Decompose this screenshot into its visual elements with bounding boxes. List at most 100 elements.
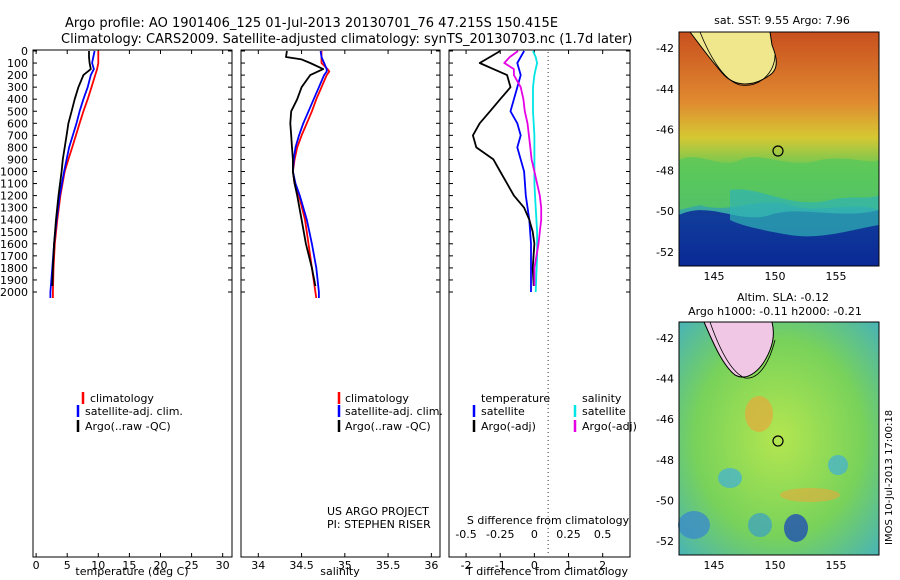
legend-label: satellite [481, 405, 525, 418]
x-tick-label: 5 [64, 559, 71, 572]
x-tick-label: 25 [185, 559, 199, 572]
header-line-1: Argo profile: AO 1901406_125 01-Jul-2013… [65, 16, 558, 31]
depth-tick-label: 2000 [0, 286, 28, 299]
series-line-t-argo-adj- [471, 50, 536, 287]
legend-title-temperature: temperature [481, 392, 550, 405]
depth-tick-label: 300 [7, 81, 28, 94]
sla-anomaly [748, 513, 772, 537]
sla-map-frame [678, 321, 880, 556]
difference-x-tick-labels: -2 -1 0 1 2 [461, 559, 607, 572]
depth-tick-label: 1700 [0, 250, 28, 263]
series-line-climatology [291, 51, 331, 299]
imos-watermark: IMOS 10-Jul-2013 17:00:18 [884, 410, 895, 545]
map-lat-label: -42 [656, 42, 674, 55]
temperature-legend: climatology satellite-adj. clim. Argo(..… [76, 392, 183, 433]
sla-anomaly [745, 396, 773, 432]
map-lat-label: -44 [656, 373, 674, 386]
temperature-xlabel: temperature (deg C) [75, 565, 188, 578]
x-tick-label: -2 [461, 559, 472, 572]
salinity-legend: climatology satellite-adj. clim. Argo(..… [337, 392, 443, 433]
map-lat-label: -50 [656, 494, 674, 507]
map-lon-label: 150 [765, 559, 786, 572]
series-line-argo-raw-qc- [285, 50, 325, 287]
sst-green-band [679, 157, 879, 210]
sst-cyan-band [730, 189, 879, 237]
x-tick-label: 0 [531, 559, 538, 572]
series-line-t-satellite [509, 50, 532, 292]
map-lon-label: 145 [704, 559, 725, 572]
x-tick-label: 30 [216, 559, 230, 572]
depth-tick-label: 700 [7, 129, 28, 142]
map-lat-label: -46 [656, 124, 674, 137]
x-tick-label: 1 [565, 559, 572, 572]
salinity-axes [240, 49, 441, 558]
depth-tick-label: 1100 [0, 178, 28, 191]
x-tick-label: 36 [424, 559, 438, 572]
sla-map-title-2: Argo h1000: -0.11 h2000: -0.21 [688, 305, 862, 318]
depth-tick-label: 1900 [0, 274, 28, 287]
series-line-argo-raw-qc- [51, 51, 92, 287]
sla-lon-labels: 145 150 155 [704, 559, 847, 572]
legend-label: Argo(..raw -QC) [85, 420, 171, 433]
map-lon-label: 150 [765, 270, 786, 283]
map-lat-label: -42 [656, 332, 674, 345]
difference-xlabel: T difference from climatology [465, 565, 628, 578]
series-line-climatology [52, 51, 100, 298]
argo-float-marker [772, 145, 784, 157]
depth-tick-label: 800 [7, 141, 28, 154]
x-tick-label: 2 [599, 559, 606, 572]
map-lat-label: -46 [656, 413, 674, 426]
sla-map [678, 321, 880, 556]
map-lat-label: -48 [656, 164, 674, 177]
depth-tick-label: 500 [7, 105, 28, 118]
depth-tick-label: 1600 [0, 238, 28, 251]
x-tick-label: 10 [91, 559, 105, 572]
axis-ticks [33, 50, 630, 557]
legend-title-salinity: salinity [582, 392, 622, 405]
temperature-x-tick-labels: 0 5 10 15 20 25 30 [33, 559, 230, 572]
legend-label: climatology [345, 392, 409, 405]
salinity-xlabel: salinity [320, 565, 360, 578]
legend-label: satellite-adj. clim. [85, 405, 183, 418]
depth-tick-labels: 0100200300400500600700800900100011001200… [0, 45, 28, 299]
legend-label: Argo(-adj) [481, 420, 536, 433]
x-tick-label: 34 [251, 559, 265, 572]
depth-tick-label: 1500 [0, 226, 28, 239]
depth-tick-label: 900 [7, 153, 28, 166]
series-line-s-argo-adj- [503, 50, 543, 286]
salinity-diff-top-tick-labels: -0.5 -0.25 0 0.25 0.5 [455, 528, 611, 541]
salinity-x-tick-labels: 34 34.5 35 35.5 36 [251, 559, 438, 572]
x-tick-label: 34.5 [289, 559, 314, 572]
legend-label: satellite-adj. clim. [345, 405, 443, 418]
top-tick-label: -0.25 [486, 528, 514, 541]
top-tick-label: 0.5 [594, 528, 612, 541]
pi-label: PI: STEPHEN RISER [327, 518, 431, 531]
sst-map-frame [678, 31, 880, 267]
depth-tick-label: 400 [7, 93, 28, 106]
depth-tick-label: 600 [7, 117, 28, 130]
tasmania-landmass [703, 321, 774, 378]
sla-anomaly [678, 511, 710, 539]
sla-anomaly [828, 455, 848, 475]
legend-label: Argo(..raw -QC) [345, 420, 431, 433]
project-label: US ARGO PROJECT [327, 505, 429, 518]
sla-anomaly [718, 468, 742, 488]
difference-series [471, 50, 543, 293]
legend-label: Argo(-adj) [582, 420, 637, 433]
sla-lat-labels: -42 -44 -46 -48 -50 -52 [656, 332, 674, 548]
argo-float-marker [772, 435, 784, 447]
map-lon-label: 155 [826, 270, 847, 283]
sla-map-title-1: Altim. SLA: -0.12 [737, 291, 829, 304]
tasmania-landmass [679, 31, 777, 85]
map-lat-label: -44 [656, 83, 674, 96]
temperature-series [49, 50, 100, 298]
x-tick-label: 15 [122, 559, 136, 572]
depth-tick-label: 1000 [0, 166, 28, 179]
map-lon-label: 145 [704, 270, 725, 283]
difference-legend: temperature satellite Argo(-adj) salinit… [472, 392, 637, 433]
top-tick-label: 0 [531, 528, 538, 541]
sst-map-title: sat. SST: 9.55 Argo: 7.96 [714, 14, 850, 27]
map-lat-label: -52 [656, 535, 674, 548]
map-lat-label: -50 [656, 205, 674, 218]
